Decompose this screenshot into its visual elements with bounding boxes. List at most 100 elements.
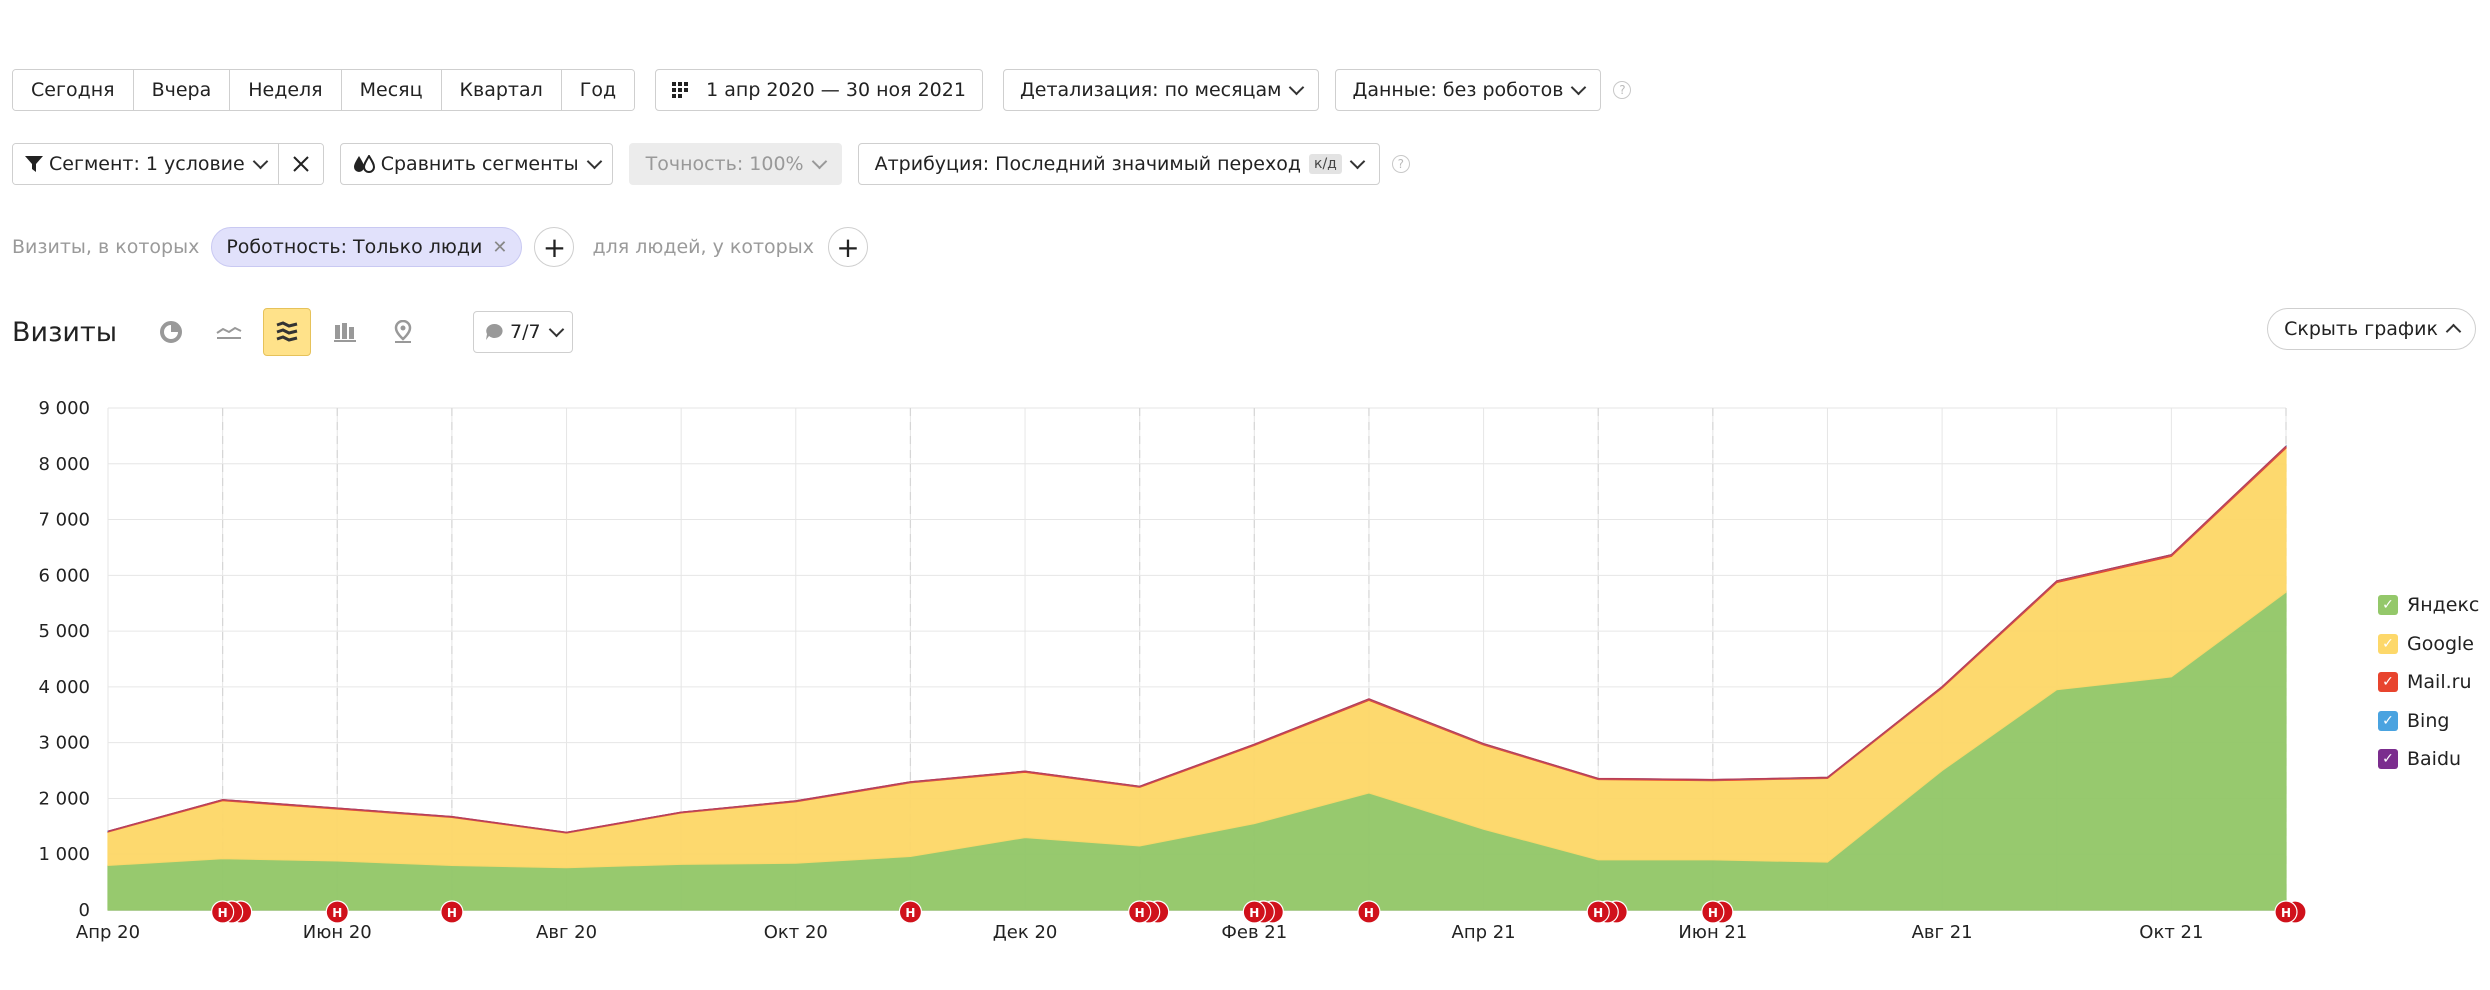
page-title: Визиты [12,316,118,348]
visits-area-chart: 0 1 000 2 000 3 000 4 000 5 000 6 000 7 000 8 00… [38,398,2307,943]
y-tick-label: 6 000 [38,565,90,586]
visits-prefix-label: Визиты, в которых [12,236,200,258]
legend-label: Яндекс [2407,594,2480,617]
y-tick-label: 2 000 [38,788,90,809]
x-tick-label: Июн 21 [1678,922,1747,943]
add-visit-condition-button[interactable]: + [534,227,575,267]
note-marker[interactable] [440,900,464,924]
chevron-down-icon [1571,79,1587,95]
checkbox-icon[interactable]: ✓ [2378,710,2398,731]
checkbox-icon[interactable]: ✓ [2378,633,2398,654]
period-tab-week[interactable]: Неделя [230,70,342,110]
filter-bar: Визиты, в которых Роботность: Только люд… [12,224,868,270]
legend-label: Mail.ru [2407,671,2472,694]
compare-segments-dropdown[interactable]: Сравнить сегменты [339,143,613,185]
note-marker[interactable] [1242,900,1266,924]
attribution-dropdown[interactable]: Атрибуция: Последний значимый переход к/… [857,143,1380,185]
chart-header: Визиты 7/7 [12,308,573,356]
column-chart-icon[interactable] [321,308,369,356]
legend-label: Bing [2407,709,2450,732]
close-icon[interactable]: ✕ [492,236,508,258]
note-marker-label: Н [447,906,457,920]
x-tick-label: Окт 21 [2139,922,2203,943]
note-marker[interactable] [1128,900,1152,924]
note-marker[interactable] [211,900,235,924]
period-tab-month[interactable]: Месяц [341,70,442,110]
y-tick-label: 5 000 [38,621,90,642]
segment-dropdown[interactable]: Сегмент: 1 условие [13,144,279,184]
note-marker[interactable] [1357,900,1381,924]
pie-chart-icon[interactable] [147,308,195,356]
x-tick-label: Июн 20 [303,922,372,943]
note-marker-label: Н [1249,906,1259,920]
detail-label: Детализация: по месяцам [1019,79,1282,101]
checkbox-icon[interactable]: ✓ [2378,595,2398,616]
segment-clear-button[interactable] [278,144,323,184]
help-icon[interactable]: ? [1613,81,1632,99]
note-marker[interactable] [2274,900,2298,924]
x-tick-label: Апр 20 [76,922,140,943]
checkbox-icon[interactable]: ✓ [2378,749,2398,770]
notes-dropdown[interactable]: 7/7 [473,311,573,353]
note-marker[interactable] [325,900,349,924]
hide-chart-button[interactable]: Скрыть график [2267,308,2476,350]
legend-item-bing[interactable]: ✓ Bing [2378,702,2479,741]
data-dropdown[interactable]: Данные: без роботов [1335,69,1602,111]
note-marker-label: Н [1708,906,1718,920]
detail-dropdown[interactable]: Детализация: по месяцам [1002,69,1320,111]
segment-label: Сегмент: 1 условие [49,153,245,175]
period-tab-year[interactable]: Год [561,70,635,110]
chevron-up-icon [2445,323,2462,340]
x-tick-label: Авг 21 [1912,922,1973,943]
add-people-condition-button[interactable]: + [827,227,868,267]
map-pin-icon[interactable] [379,308,427,356]
data-label: Данные: без роботов [1352,79,1564,101]
legend-item-yandex[interactable]: ✓ Яндекс [2378,586,2479,625]
accuracy-dropdown[interactable]: Точность: 100% [628,143,842,185]
legend-item-mailru[interactable]: ✓ Mail.ru [2378,663,2479,702]
chevron-down-icon [252,153,268,169]
robotness-filter-pill[interactable]: Роботность: Только люди ✕ [211,227,523,267]
legend-item-google[interactable]: ✓ Google [2378,625,2479,664]
period-tab-yesterday[interactable]: Вчера [133,70,231,110]
period-tabs: Сегодня Вчера Неделя Месяц Квартал Год [12,69,636,111]
toolbar-segment: Сегмент: 1 условие Сравнить сегменты Точ… [12,142,1410,186]
y-tick-label: 1 000 [38,844,90,865]
note-marker-label: Н [1593,906,1603,920]
comment-icon [486,323,503,340]
chevron-down-icon [811,153,827,169]
note-marker-label: Н [2281,906,2291,920]
note-marker[interactable] [1701,900,1725,924]
legend-item-baidu[interactable]: ✓ Baidu [2378,740,2479,779]
chevron-down-icon [548,321,564,337]
note-marker-label: Н [905,906,915,920]
period-tab-quarter[interactable]: Квартал [441,70,562,110]
attribution-label: Атрибуция: Последний значимый переход [874,153,1301,175]
line-chart-icon[interactable] [205,308,253,356]
x-tick-label: Дек 20 [993,922,1058,943]
date-range-label: 1 апр 2020 — 30 ноя 2021 [706,79,966,101]
date-range-button[interactable]: 1 апр 2020 — 30 ноя 2021 [655,69,983,111]
note-marker[interactable] [898,900,923,924]
attribution-badge: к/д [1309,154,1342,174]
help-icon[interactable]: ? [1391,155,1410,173]
x-tick-label: Авг 20 [536,922,597,943]
filter-icon [25,156,43,172]
period-tab-today[interactable]: Сегодня [13,70,134,110]
checkbox-icon[interactable]: ✓ [2378,672,2398,693]
stacked-area-chart-icon[interactable] [263,308,312,356]
toolbar-period: Сегодня Вчера Неделя Месяц Квартал Год 1… [12,68,1632,112]
chart-axes: 0 1 000 2 000 3 000 4 000 5 000 6 000 7 000 8 00… [38,398,2203,943]
filter-pill-label: Роботность: Только люди [226,236,483,258]
chevron-down-icon [586,153,602,169]
legend-label: Google [2407,632,2475,655]
series-top-outline [107,445,2287,834]
y-tick-label: 7 000 [38,510,90,531]
note-marker-label: Н [218,906,228,920]
y-tick-label: 4 000 [38,677,90,698]
legend-label: Baidu [2407,748,2462,771]
compare-label: Сравнить сегменты [380,153,579,175]
note-marker[interactable] [1586,900,1610,924]
chevron-down-icon [1349,153,1366,169]
